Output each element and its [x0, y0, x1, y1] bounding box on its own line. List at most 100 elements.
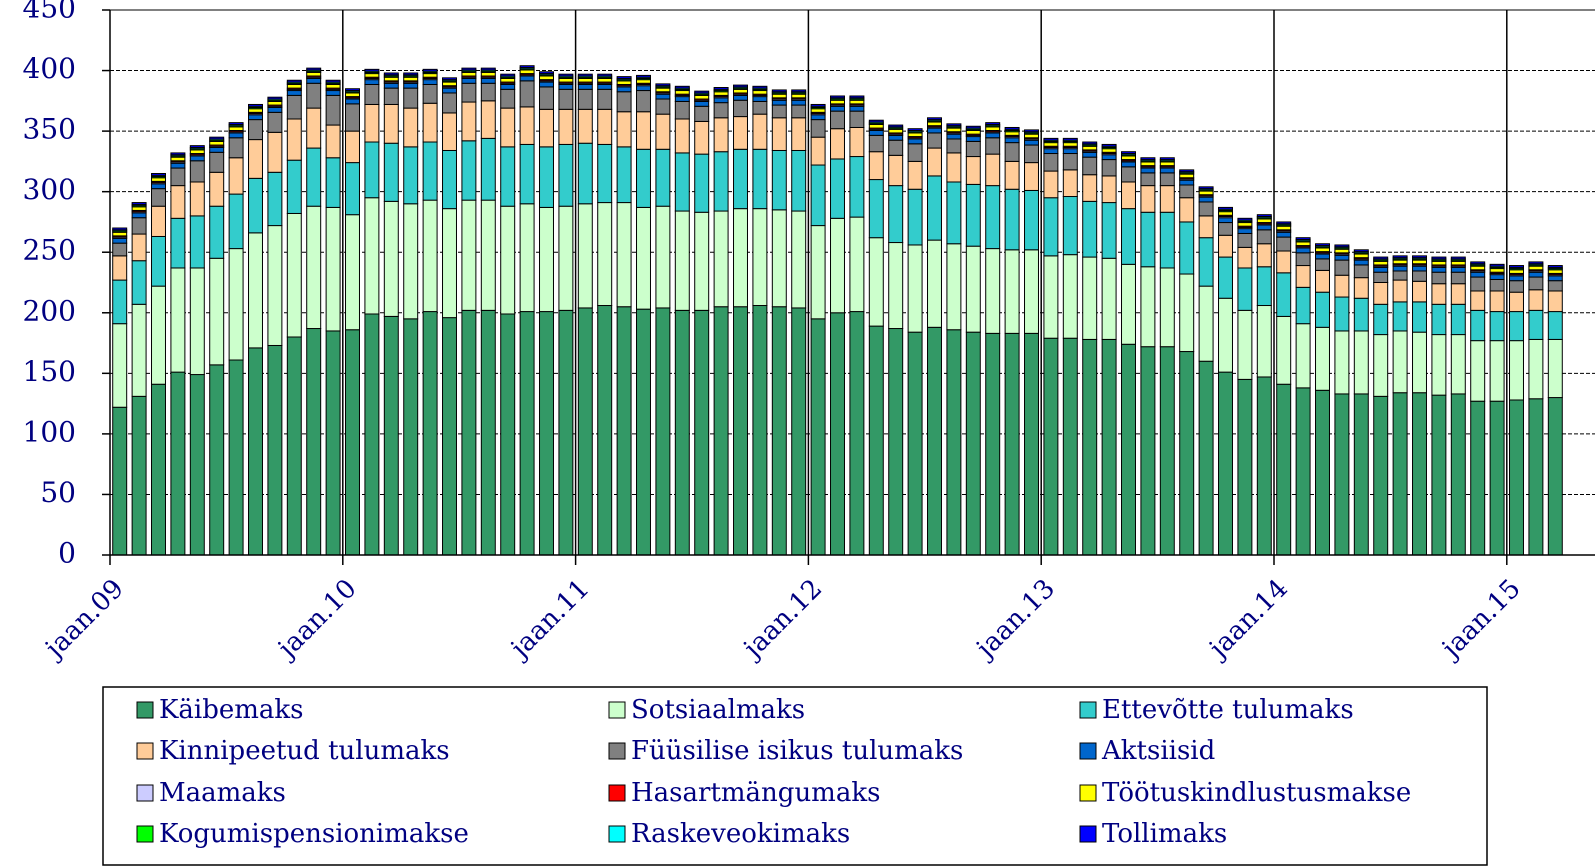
- bar-segment: [286, 159, 302, 214]
- bar-segment: [1412, 392, 1427, 556]
- bar-segment: [1218, 256, 1233, 299]
- bar-segment: [403, 82, 419, 89]
- bar-segment: [1101, 257, 1117, 340]
- bar-segment: [1276, 231, 1292, 238]
- bar-segment: [442, 92, 457, 114]
- bar-segment: [1062, 142, 1078, 147]
- bar-segment: [1179, 221, 1195, 275]
- bar-segment: [1024, 332, 1039, 556]
- bar-segment: [868, 325, 884, 556]
- bar-segment: [1198, 237, 1214, 287]
- bar-segment: [655, 93, 671, 100]
- bar-segment: [1043, 197, 1059, 257]
- bar-segment: [985, 137, 1001, 155]
- bar-segment: [888, 154, 904, 187]
- y-tick-label: 100: [23, 415, 76, 448]
- bar-segment: [1470, 261, 1486, 265]
- bar-segment: [1237, 246, 1253, 269]
- bar-segment: [1353, 253, 1369, 259]
- bar-segment: [830, 158, 845, 219]
- bar-segment: [519, 75, 535, 82]
- bar-segment: [888, 128, 904, 134]
- bar-segment: [577, 88, 593, 110]
- bar-segment: [1256, 218, 1272, 224]
- bar-segment: [1315, 389, 1330, 556]
- bar-segment: [209, 171, 225, 207]
- bar-segment: [539, 75, 554, 81]
- bar-segment: [209, 205, 225, 259]
- bar-segment: [985, 185, 1001, 250]
- bar-segment: [810, 318, 826, 556]
- bar-segment: [946, 123, 962, 127]
- bar-segment: [228, 193, 244, 250]
- bar-segment: [170, 217, 186, 269]
- bar-segment: [1101, 175, 1117, 204]
- bar-segment: [791, 117, 807, 151]
- bar-segment: [636, 85, 651, 92]
- bar-segment: [267, 100, 283, 106]
- bar-segment: [170, 371, 186, 556]
- bar-segment: [519, 69, 535, 75]
- bar-segment: [228, 359, 244, 556]
- bar-segment: [1218, 234, 1233, 258]
- bar-segment: [771, 149, 787, 211]
- bar-segment: [1121, 151, 1136, 155]
- bar-segment: [752, 90, 768, 95]
- bar-segment: [1334, 259, 1350, 276]
- bar-segment: [965, 183, 981, 247]
- bar-segment: [442, 149, 457, 210]
- bar-segment: [888, 185, 904, 244]
- bar-segment: [577, 307, 593, 556]
- bar-segment: [151, 183, 166, 190]
- bar-segment: [267, 96, 283, 100]
- bar-segment: [1392, 265, 1408, 272]
- bar-segment: [927, 175, 942, 241]
- bar-segment: [965, 125, 981, 129]
- bar-segment: [1062, 137, 1078, 141]
- bar-segment: [713, 102, 729, 119]
- bar-segment: [442, 87, 457, 94]
- bar-segment: [383, 315, 399, 556]
- bar-segment: [383, 142, 399, 202]
- bar-segment: [1547, 275, 1563, 282]
- bar-segment: [1295, 286, 1311, 325]
- bar-segment: [500, 77, 516, 83]
- bar-segment: [1276, 221, 1292, 225]
- bar-segment: [286, 79, 302, 83]
- bar-segment: [364, 73, 380, 78]
- bar-segment: [616, 202, 632, 308]
- bar-segment: [112, 237, 128, 244]
- bar-segment: [771, 306, 787, 556]
- bar-segment: [888, 124, 904, 128]
- bar-segment: [674, 152, 690, 212]
- bar-segment: [403, 87, 419, 109]
- bar-segment: [364, 103, 380, 143]
- bar-segment: [383, 103, 399, 144]
- bar-segment: [1159, 167, 1175, 174]
- bar-segment: [674, 90, 690, 95]
- legend-label: Käibemaks: [159, 695, 304, 725]
- bar-segment: [907, 128, 923, 132]
- bar-segment: [1334, 254, 1350, 261]
- bar-segment: [325, 124, 341, 159]
- bar-segment: [403, 72, 419, 76]
- bar-segment: [189, 267, 205, 376]
- bar-segment: [616, 86, 632, 93]
- bar-segment: [1334, 248, 1350, 254]
- bar-segment: [1082, 200, 1098, 258]
- bar-segment: [403, 203, 419, 320]
- bar-segment: [1101, 338, 1117, 556]
- bar-segment: [771, 209, 787, 308]
- bar-segment: [1412, 259, 1427, 265]
- bar-segment: [946, 181, 962, 245]
- bar-segment: [1004, 137, 1020, 144]
- bar-segment: [655, 113, 671, 150]
- bar-segment: [655, 98, 671, 115]
- bar-segment: [383, 200, 399, 317]
- bar-segment: [771, 117, 787, 151]
- bar-segment: [849, 99, 865, 105]
- bar-segment: [306, 77, 322, 84]
- legend-label: Sotsiaalmaks: [631, 695, 805, 725]
- bar-segment: [1082, 141, 1098, 145]
